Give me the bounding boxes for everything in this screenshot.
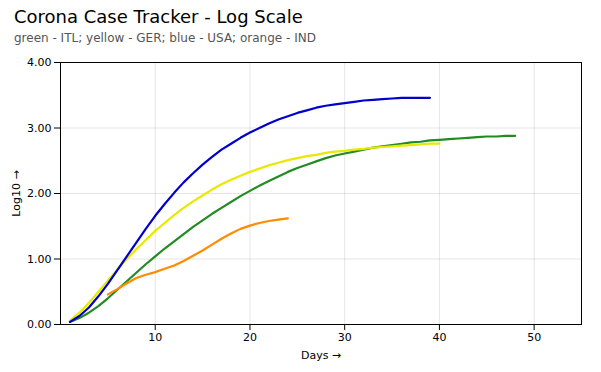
svg-text:Days →: Days → [301,349,341,362]
svg-text:30: 30 [338,331,352,344]
svg-text:20: 20 [243,331,257,344]
svg-text:0.00: 0.00 [27,318,52,331]
html-text:Corona Case Tracker - Log Scal: Corona Case Tracker - Log Scale [14,6,303,27]
svg-text:1.00: 1.00 [27,253,52,266]
svg-text:40: 40 [432,331,446,344]
svg-text:4.00: 4.00 [27,56,52,69]
svg-text:3.00: 3.00 [27,122,52,135]
svg-text:10: 10 [148,331,162,344]
svg-text:Log10 →: Log10 → [10,170,23,216]
svg-text:50: 50 [527,331,541,344]
html-text:green - ITL; yellow - GER; blu: green - ITL; yellow - GER; blue - USA; o… [14,31,316,45]
svg-text:2.00: 2.00 [27,187,52,200]
